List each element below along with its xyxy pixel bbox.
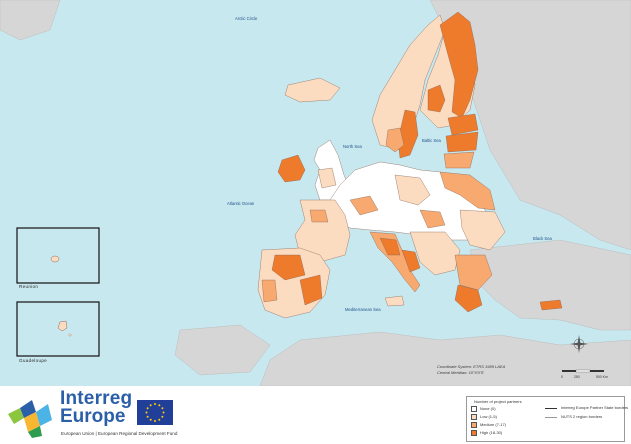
legend-line-state-border xyxy=(545,408,557,409)
legend-title: Number of project partners xyxy=(474,399,522,404)
legend-label-nuts2: NUTS 2 region borders xyxy=(561,414,603,419)
mainland-europe xyxy=(294,161,506,263)
guadeloupe-label: Guadeloupe xyxy=(19,358,47,363)
brand-line-2: Europe xyxy=(60,406,126,427)
legend-label-medium: Medium (7-17) xyxy=(480,421,507,427)
iceland xyxy=(284,77,341,103)
legend-swatch-medium xyxy=(471,422,477,428)
iberian-peninsula xyxy=(257,247,331,319)
reunion-island xyxy=(50,255,60,263)
arctic-circle-label: Arctic Circle xyxy=(235,16,258,21)
atlantic-ocean-label: Atlantic Ocean xyxy=(227,201,255,206)
guadeloupe-inset xyxy=(16,301,100,357)
north-sea-label: North Sea xyxy=(343,144,363,149)
scale-mid: 250 xyxy=(574,375,580,379)
non-member-land xyxy=(0,0,631,386)
guadeloupe-island xyxy=(57,320,68,332)
legend-item-medium: Medium (7-17) xyxy=(471,422,541,428)
legend-label-none: None (0) xyxy=(480,405,496,411)
scale-bar xyxy=(562,369,604,373)
legend-line-nuts2 xyxy=(545,417,557,418)
baltic-sea-label: Baltic Sea xyxy=(422,138,442,143)
baltic-states xyxy=(443,113,479,169)
reunion-label: Reunion xyxy=(19,284,38,289)
europe-map: Arctic Circle North Sea Baltic Sea Atlan… xyxy=(0,0,631,386)
legend-swatch-high xyxy=(471,430,477,436)
legend-item-low: Low (1-5) xyxy=(471,414,541,420)
scale-zero: 0 xyxy=(561,375,563,379)
footer: Interreg Europe European Union | Europea… xyxy=(0,386,631,444)
guadeloupe-islet xyxy=(68,333,72,337)
british-isles xyxy=(277,139,351,201)
compass-rose-icon xyxy=(570,335,588,353)
legend-swatch-low xyxy=(471,414,477,420)
legend-item-high: High (18-30) xyxy=(471,430,541,436)
scale-end: 500 Km xyxy=(596,375,608,379)
coordinate-system-text: Coordinate System: ETRS 1989 LAEA xyxy=(437,364,506,369)
black-sea-label: Black Sea xyxy=(533,236,553,241)
legend-item-none: None (0) xyxy=(471,406,541,412)
mediterranean-sea-label: Mediterranean Sea xyxy=(345,307,381,312)
interreg-logo-icon xyxy=(8,400,52,438)
legend-label-low: Low (1-5) xyxy=(480,413,497,419)
map-legend: Number of project partners None (0) Low … xyxy=(466,396,629,442)
brand-line-1: Interreg xyxy=(60,388,133,409)
legend-swatch-none xyxy=(471,406,477,412)
reunion-inset xyxy=(16,227,100,284)
legend-label-state-border: Interreg Europe Partner State borders xyxy=(561,405,629,410)
italy-balkans xyxy=(369,231,563,313)
legend-label-high: High (18-30) xyxy=(480,429,503,435)
central-meridian-text: Central Meridian: 10°0'0"E xyxy=(437,370,484,375)
scandinavia xyxy=(371,11,479,159)
eu-flag-icon xyxy=(137,400,173,425)
brand-subtitle: European Union | European Regional Devel… xyxy=(61,431,178,436)
